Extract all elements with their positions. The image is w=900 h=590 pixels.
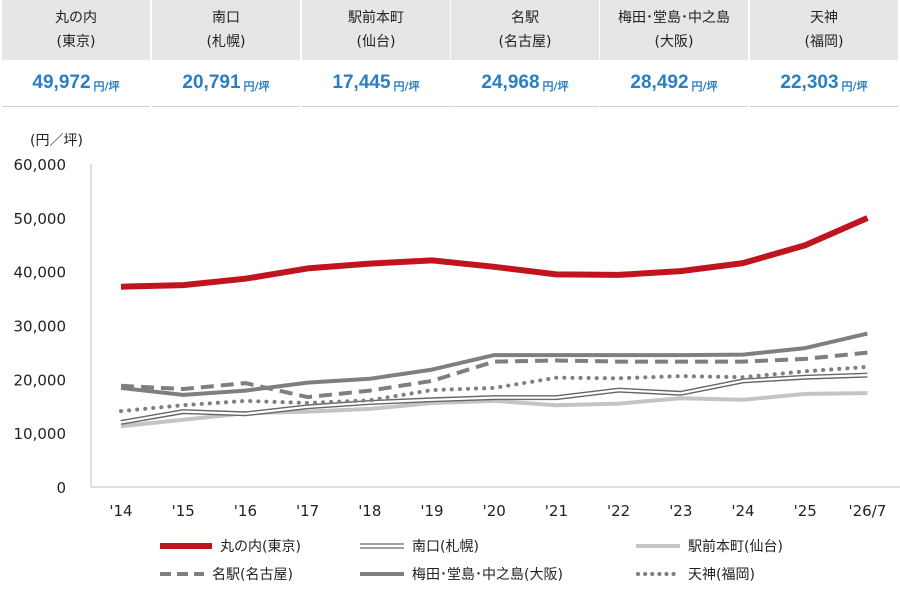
summary-card-nagoya: 名駅 (名古屋) 24,968 円/坪 — [451, 0, 599, 107]
summary-card-header: 南口 (札幌) — [152, 0, 300, 60]
x-tick-label: '23 — [669, 502, 692, 520]
y-tick-label: 0 — [56, 479, 66, 497]
summary-card-header: 駅前本町 (仙台) — [302, 0, 450, 60]
legend-item-fukuoka: 天神(福岡) — [636, 562, 755, 586]
series-solid-group — [120, 331, 868, 397]
area-name: 丸の内 — [55, 10, 97, 26]
rent-value: 22,303 — [780, 72, 839, 93]
summary-card-osaka: 梅田･堂島･中之島 (大阪) 28,492 円/坪 — [600, 0, 748, 107]
legend-label: 梅田･堂島･中之島(大阪) — [412, 567, 563, 583]
series-dotted-group — [119, 364, 870, 414]
summary-card-tokyo: 丸の内 (東京) 49,972 円/坪 — [2, 0, 150, 107]
y-tick-label: 50,000 — [14, 210, 67, 228]
area-name: 名駅 — [511, 10, 539, 26]
rent-unit: 円/坪 — [93, 79, 120, 93]
area-name: 梅田･堂島･中之島 — [618, 10, 730, 26]
y-tick-label: 30,000 — [14, 318, 67, 336]
city-name: (福岡) — [804, 34, 844, 50]
chart-legend: 丸の内(東京) 南口(札幌) 駅前本町(仙台) 名駅(名古屋) 梅田･堂島･中之… — [150, 534, 880, 588]
legend-swatch-dotted — [636, 572, 680, 576]
summary-card-sendai: 駅前本町 (仙台) 17,445 円/坪 — [302, 0, 450, 107]
legend-label: 南口(札幌) — [412, 539, 479, 555]
x-tick-label: '19 — [420, 502, 443, 520]
summary-card-value: 17,445 円/坪 — [302, 60, 450, 107]
rent-value: 49,972 — [32, 72, 91, 93]
summary-card-sapporo: 南口 (札幌) 20,791 円/坪 — [152, 0, 300, 107]
series-line-inner — [120, 374, 868, 424]
legend-item-nagoya: 名駅(名古屋) — [160, 562, 293, 586]
rent-unit: 円/坪 — [393, 79, 420, 93]
legend-label: 丸の内(東京) — [220, 539, 301, 555]
y-tick-label: 60,000 — [14, 156, 67, 174]
summary-card-header: 丸の内 (東京) — [2, 0, 150, 60]
area-name: 天神 — [810, 10, 838, 26]
series-line — [120, 331, 868, 397]
summary-card-value: 22,303 円/坪 — [750, 60, 898, 107]
city-name: (名古屋) — [498, 34, 552, 50]
x-tick-label: '14 — [109, 502, 132, 520]
legend-swatch-dashed — [160, 572, 204, 576]
rent-unit: 円/坪 — [691, 79, 718, 93]
series-line — [120, 215, 869, 290]
x-tick-label: '26/7 — [848, 502, 886, 520]
city-name: (札幌) — [206, 34, 246, 50]
y-tick-label: 20,000 — [14, 371, 67, 389]
city-name: (大阪) — [654, 34, 694, 50]
x-tick-label: '25 — [794, 502, 817, 520]
legend-swatch-double-line — [360, 543, 404, 549]
legend-label: 名駅(名古屋) — [212, 567, 293, 583]
summary-card-header: 天神 (福岡) — [750, 0, 898, 60]
legend-swatch-thick-red — [160, 543, 212, 549]
rent-value: 24,968 — [481, 72, 540, 93]
x-tick-label: '15 — [172, 502, 195, 520]
legend-item-tokyo: 丸の内(東京) — [160, 534, 301, 558]
legend-item-sendai: 駅前本町(仙台) — [636, 534, 783, 558]
rent-unit: 円/坪 — [841, 79, 868, 93]
y-tick-label: 10,000 — [14, 425, 67, 443]
series-line — [119, 364, 870, 414]
summary-card-header: 梅田･堂島･中之島 (大阪) — [600, 0, 748, 60]
series-thick-solid-group — [120, 215, 869, 290]
area-name: 南口 — [212, 10, 240, 26]
summary-card-value: 49,972 円/坪 — [2, 60, 150, 107]
summary-table: 丸の内 (東京) 49,972 円/坪 南口 (札幌) 20,791 円/坪 駅… — [0, 0, 900, 107]
rent-value: 20,791 — [182, 72, 241, 93]
legend-swatch-light-gray — [636, 544, 680, 548]
x-tick-label: '16 — [234, 502, 257, 520]
city-name: (仙台) — [356, 34, 396, 50]
x-tick-label: '20 — [483, 502, 506, 520]
y-axis-unit-label: (円／坪) — [30, 133, 83, 149]
series-line — [120, 350, 868, 400]
area-name: 駅前本町 — [348, 10, 404, 26]
rent-value: 17,445 — [332, 72, 391, 93]
series-dashed-group — [120, 350, 868, 400]
x-tick-label: '18 — [358, 502, 381, 520]
rent-unit: 円/坪 — [243, 79, 270, 93]
x-tick-label: '22 — [607, 502, 630, 520]
legend-swatch-solid-gray — [360, 572, 404, 576]
rent-value: 28,492 — [630, 72, 689, 93]
summary-card-fukuoka: 天神 (福岡) 22,303 円/坪 — [750, 0, 898, 107]
legend-item-sapporo: 南口(札幌) — [360, 534, 479, 558]
legend-label: 天神(福岡) — [688, 567, 755, 583]
series-double-line-group — [120, 372, 868, 425]
rent-unit: 円/坪 — [542, 79, 569, 93]
summary-card-header: 名駅 (名古屋) — [451, 0, 599, 60]
x-tick-label: '21 — [545, 502, 568, 520]
summary-card-value: 24,968 円/坪 — [451, 60, 599, 107]
city-name: (東京) — [56, 34, 96, 50]
summary-card-value: 20,791 円/坪 — [152, 60, 300, 107]
legend-item-osaka: 梅田･堂島･中之島(大阪) — [360, 562, 563, 586]
legend-label: 駅前本町(仙台) — [688, 539, 783, 555]
x-tick-label: '24 — [731, 502, 754, 520]
summary-card-value: 28,492 円/坪 — [600, 60, 748, 107]
y-tick-label: 40,000 — [14, 264, 67, 282]
x-tick-label: '17 — [296, 502, 319, 520]
